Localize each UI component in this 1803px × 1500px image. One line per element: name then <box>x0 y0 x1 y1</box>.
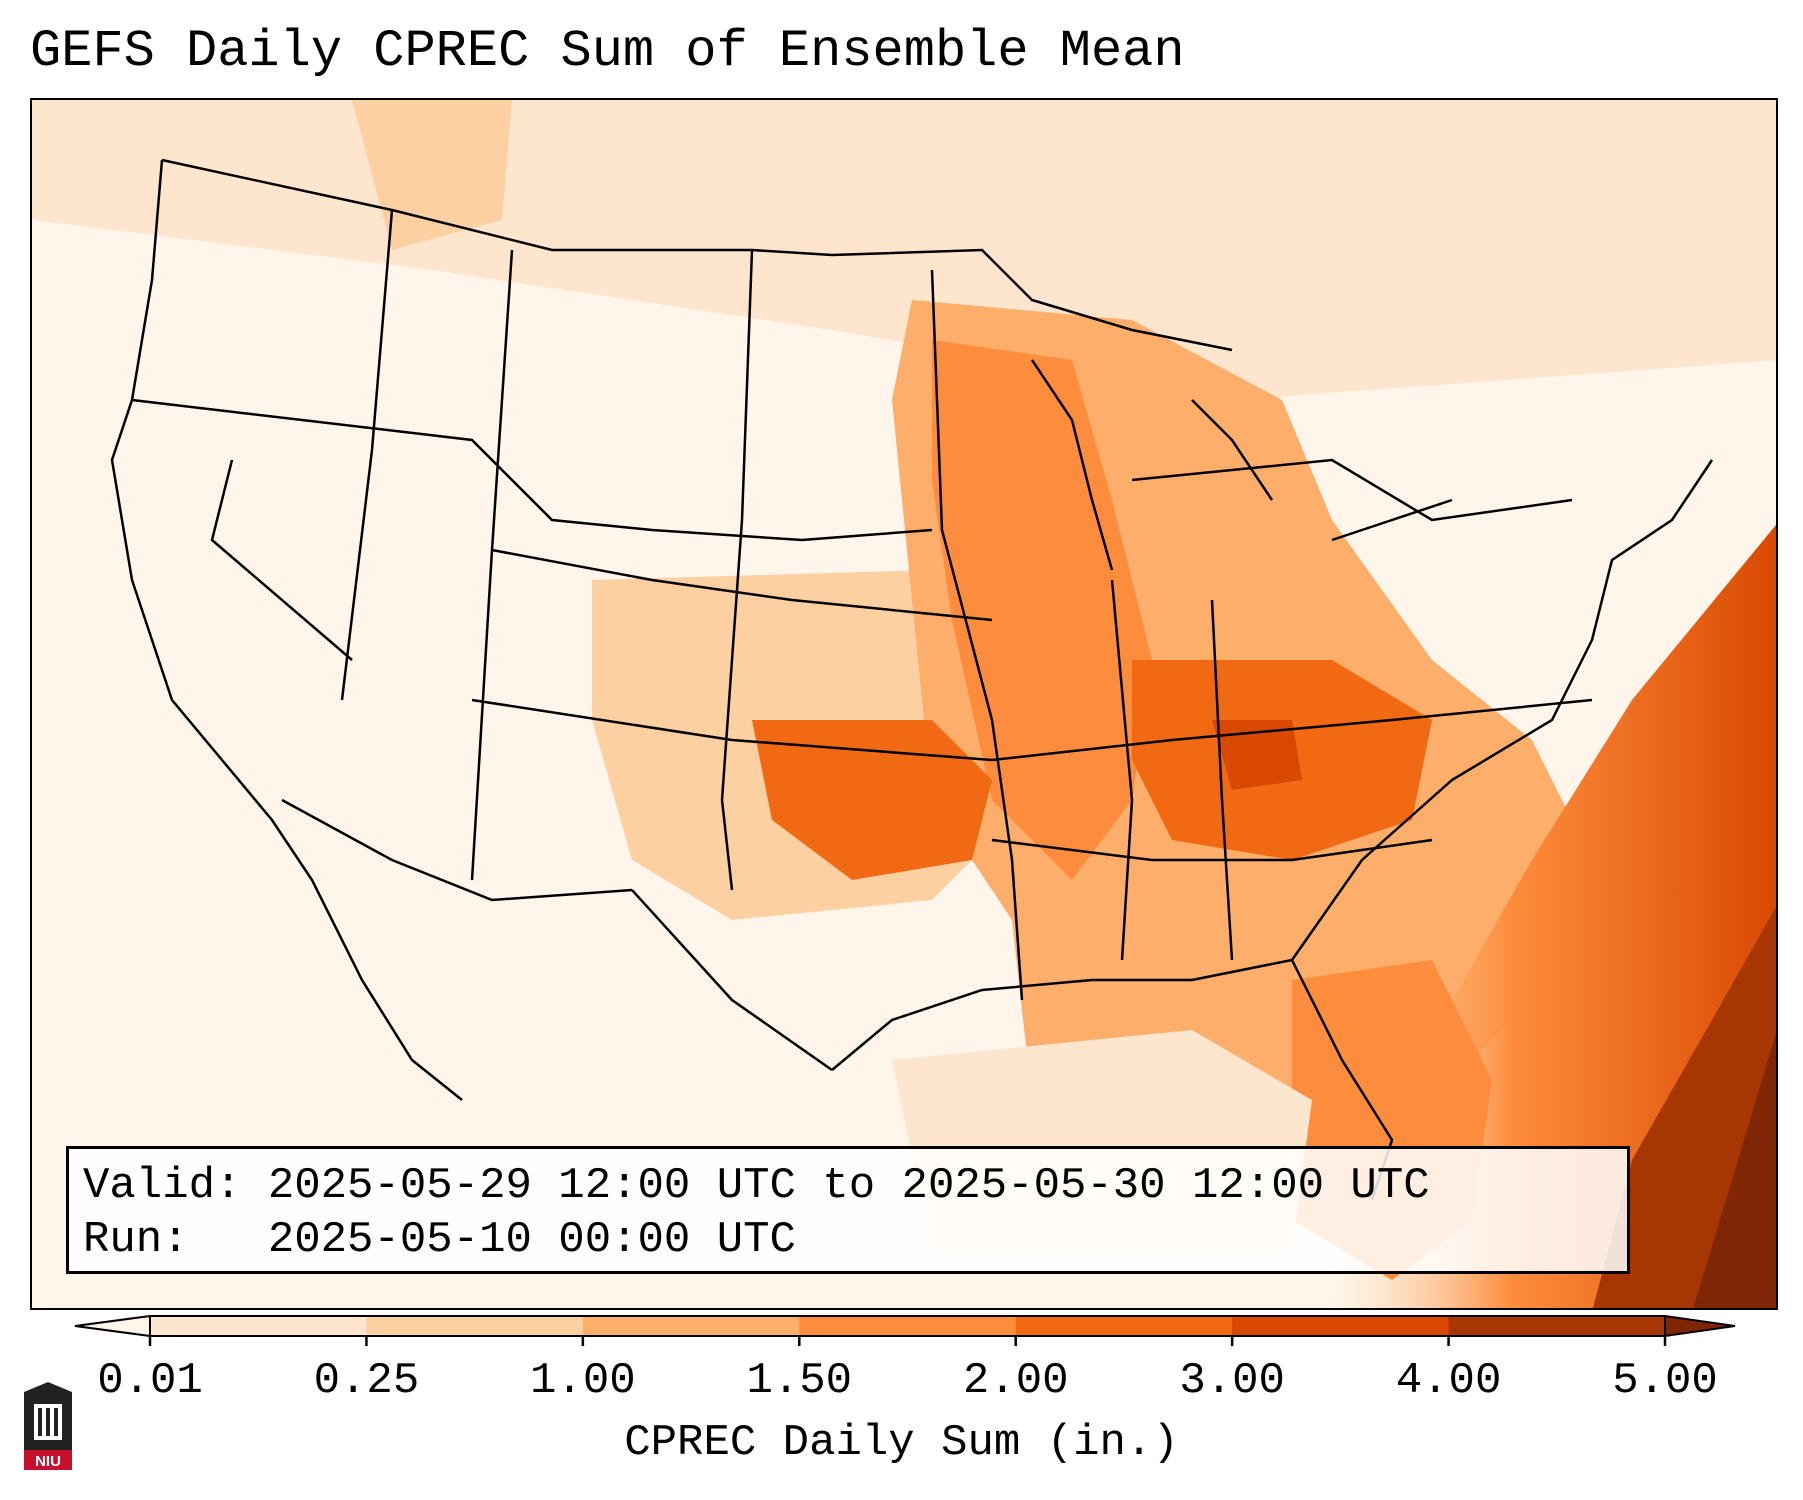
colorbar-tick-label: 1.00 <box>530 1356 636 1406</box>
colorbar-segment <box>799 1316 1017 1336</box>
run-value: 2025-05-10 00:00 UTC <box>267 1215 796 1265</box>
precip-field-upper-midwest <box>932 340 1152 880</box>
state-line-8 <box>491 548 993 622</box>
colorbar-segment <box>366 1316 584 1336</box>
precipitation-map <box>30 98 1778 1310</box>
colorbar-extend-max <box>1664 1314 1736 1338</box>
logo-text: NIU <box>35 1453 61 1470</box>
mexico-border-west <box>281 798 633 902</box>
precip-field-atlantic-peak <box>1693 1033 1776 1308</box>
state-line-5 <box>720 249 754 891</box>
state-line-1 <box>131 398 933 542</box>
precip-field-oklahoma <box>752 720 992 880</box>
lake-erie <box>1331 498 1453 542</box>
state-line-9 <box>471 698 1593 762</box>
gulf-coast <box>831 958 1293 1071</box>
colorbar-tick-label: 4.00 <box>1395 1356 1502 1406</box>
colorbar-segment <box>1015 1316 1233 1336</box>
state-line-2 <box>210 459 353 661</box>
precip-field-kentucky-max <box>1212 720 1302 790</box>
colorbar-segment <box>1232 1316 1450 1336</box>
colorbar-tick-label: 0.01 <box>97 1356 203 1406</box>
colorbar-tick-label: 1.50 <box>746 1356 853 1406</box>
colorbar-tick-label: 0.25 <box>313 1356 420 1406</box>
colorbar-tick-label: 5.00 <box>1612 1356 1718 1406</box>
lake-huron <box>1191 399 1274 501</box>
colorbar-label: CPREC Daily Sum (in.) <box>624 1418 1179 1468</box>
rio-grande <box>631 889 833 1072</box>
colorbar-segment <box>1448 1316 1666 1336</box>
lake-michigan <box>1030 359 1114 571</box>
us-canada-border-central <box>831 248 1233 352</box>
map-canvas <box>32 100 1776 1308</box>
state-line-6 <box>1110 579 1134 961</box>
valid-value: 2025-05-29 12:00 UTC to 2025-05-30 12:00… <box>267 1161 1430 1211</box>
state-line-7 <box>1210 599 1234 961</box>
us-canada-border-west <box>161 158 833 257</box>
colorbar-tick-label: 3.00 <box>1179 1356 1285 1406</box>
colorbar-segment <box>150 1316 367 1336</box>
state-line-11 <box>1131 458 1573 522</box>
valid-run-box: Valid: 2025-05-29 12:00 UTC to 2025-05-3… <box>66 1146 1630 1274</box>
valid-label: Valid: <box>83 1161 242 1211</box>
niu-logo: NIU <box>20 1380 76 1472</box>
colorbar-segment <box>582 1316 800 1336</box>
state-line-10 <box>991 838 1433 862</box>
colorbar-extend-min <box>74 1314 151 1338</box>
colorbar-outline <box>149 1315 1666 1337</box>
mississippi-line <box>930 269 1024 1001</box>
map-title: GEFS Daily CPREC Sum of Ensemble Mean <box>30 22 1185 81</box>
pacific-coast <box>110 159 463 1101</box>
state-borders <box>110 158 1714 1201</box>
state-line-3 <box>340 209 394 701</box>
colorbar-tick-label: 2.00 <box>962 1356 1069 1406</box>
run-label: Run: <box>83 1215 189 1265</box>
